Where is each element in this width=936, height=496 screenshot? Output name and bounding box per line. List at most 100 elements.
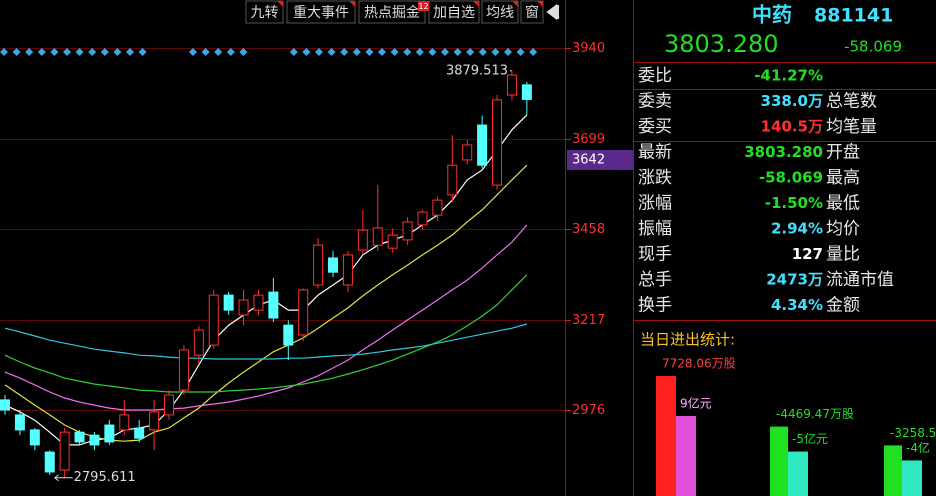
flow-bar [676,416,696,496]
candle-body [328,257,339,273]
annotation-arrow [54,474,73,482]
candle-body [313,244,324,286]
flow-label: 7728.06万股 [662,357,736,371]
row-label2: 均价 [826,219,860,239]
toolbar-button-frame [358,0,426,24]
flow-title: 当日进出统计: [640,331,735,349]
candle-body [372,227,383,246]
signal-marker [88,48,97,56]
flow-bar [770,426,788,496]
y-tick-label: 3458 [572,222,605,237]
toolbar-button[interactable]: 九转 [251,5,279,21]
signal-marker [327,48,336,56]
moving-average [4,323,528,360]
candle-body [164,394,175,416]
signal-marker [415,48,424,56]
signal-marker [214,48,223,56]
row-value: -41.27% [754,67,823,85]
min-annotation: 2795.611 [74,470,136,485]
toolbar-button[interactable]: 加自选 [433,5,475,21]
toolbar-arrow[interactable] [546,4,559,20]
signal-marker [75,48,84,56]
candle-body [506,74,517,96]
signal-marker [37,48,46,56]
candle-body [268,291,279,319]
y-tick-label: 2976 [572,403,605,418]
candle-body [432,199,443,216]
signal-marker [289,48,298,56]
signal-marker [12,48,21,56]
signal-marker [504,48,512,56]
toolbar-button[interactable]: 窗 [525,4,539,21]
quote-name: 中药 [752,3,792,27]
signal-marker [100,48,109,56]
signal-marker [226,48,235,56]
candle-body [283,324,294,346]
flow-bar [788,451,808,496]
signal-marker [315,48,323,56]
row-value: 4.34% [771,296,823,314]
row-value: -58.069 [759,169,823,187]
quote-change: -58.069 [844,38,902,56]
moving-average [4,224,528,411]
quote-price: 3803.280 [664,30,779,58]
corner-flag [349,1,355,7]
candle-body [208,294,219,346]
signal-marker [403,48,412,56]
signal-marker [516,48,525,56]
flow-label: -4469.47万股 [776,407,854,421]
row-label: 委卖 [638,92,672,112]
toolbar-button-frame [245,0,284,24]
flow-bar [902,460,922,496]
candle-body [477,124,488,166]
moving-average [4,164,528,442]
y-tick-label: 3699 [572,132,605,147]
row-label2: 总笔数 [826,92,877,112]
signal-marker [239,48,248,56]
signal-marker [25,48,34,56]
price-tag-label: 3642 [572,152,605,167]
row-label2: 均笔量 [826,117,877,137]
signal-marker [340,48,349,56]
row-label: 委买 [638,117,672,137]
row-label: 现手 [638,245,672,265]
row-value: -1.50% [765,194,823,212]
y-tick-label: 3940 [572,41,605,56]
moving-average [4,274,528,393]
corner-flag [512,1,518,7]
signal-marker [466,48,475,56]
row-value: 3803.280 [744,143,823,161]
row-value: 127 [792,245,823,263]
signal-marker [365,48,374,56]
max-annotation: 3879.513 [446,63,508,78]
badge-bg [418,1,429,11]
toolbar-button-frame [520,0,544,24]
toolbar-button[interactable]: 热点掘金 [364,5,420,21]
signal-marker [0,48,8,56]
candle-body [357,229,368,251]
signal-marker [453,48,462,56]
candle-body [447,164,458,196]
row-label: 最新 [638,143,672,163]
signal-marker [529,48,538,56]
row-label: 委比 [638,66,672,86]
price-tag [567,149,633,170]
signal-marker [50,48,59,56]
candle-body [402,221,413,241]
row-label: 振幅 [638,219,672,239]
toolbar-button[interactable]: 均线 [486,5,514,21]
signal-marker [63,48,71,56]
candle-body [178,349,189,391]
candle-body [238,299,249,316]
candle-body [104,424,115,443]
signal-marker [390,48,399,56]
row-label: 涨跌 [638,168,672,188]
toolbar-button[interactable]: 重大事件 [293,5,349,21]
row-label2: 量比 [826,245,860,265]
row-label2: 最低 [826,194,860,214]
flow-label: 9亿元 [680,396,712,411]
signal-marker [302,48,311,56]
candle-body [119,414,130,431]
signal-marker [189,48,197,56]
